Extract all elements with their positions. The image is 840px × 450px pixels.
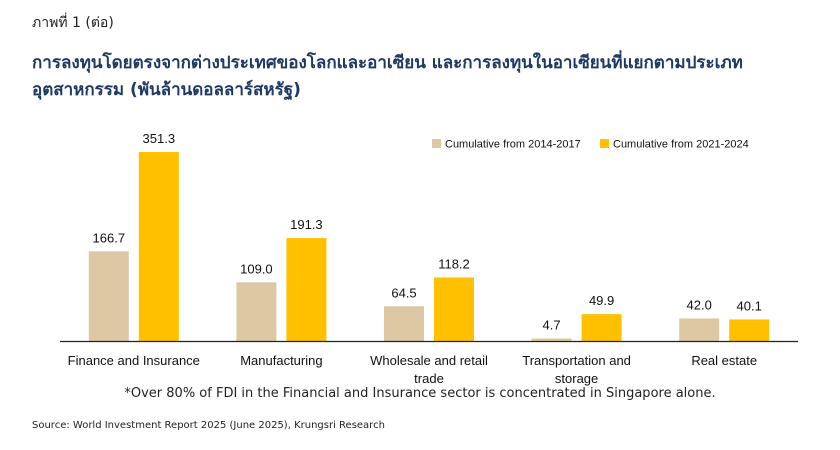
chart-title: การลงทุนโดยตรงจากต่างประเทศของโลกและอาเซ… (32, 50, 812, 104)
value-label-2-5: 40.1 (737, 298, 762, 313)
value-label-1-2: 109.0 (240, 261, 273, 276)
legend-swatch-2 (600, 139, 609, 148)
bar-1-5 (679, 318, 720, 341)
value-label-2-4: 49.9 (589, 293, 614, 308)
legend-swatch-1 (432, 139, 441, 148)
value-label-1-4: 4.7 (543, 317, 561, 332)
chart-title-line1: การลงทุนโดยตรงจากต่างประเทศของโลกและอาเซ… (32, 53, 743, 73)
value-label-1-5: 42.0 (687, 297, 712, 312)
value-label-2-3: 118.2 (438, 256, 470, 271)
chart-title-line2: อุตสาหกรรม (พันล้านดอลลาร์สหรัฐ) (32, 80, 301, 100)
chart-footnote: *Over 80% of FDI in the Financial and In… (124, 386, 716, 401)
bar-1-4 (531, 338, 572, 341)
source-note: Source: World Investment Report 2025 (Ju… (32, 420, 385, 431)
bar-2-4 (581, 314, 622, 341)
bar-1-3 (384, 306, 424, 341)
value-label-2-1: 351.3 (143, 131, 176, 146)
category-label-1: Finance and Insurance (68, 353, 200, 368)
value-label-2-2: 191.3 (290, 217, 323, 232)
category-label-4: Transportation and (522, 353, 631, 368)
category-label-3: Wholesale and retail (370, 353, 488, 368)
value-label-1-1: 166.7 (93, 230, 126, 245)
bar-1-1 (88, 251, 129, 341)
bar-2-5 (729, 319, 770, 341)
figure-label: ภาพที่ 1 (ต่อ) (32, 15, 114, 31)
legend-label-1: Cumulative from 2014-2017 (445, 139, 581, 151)
bar-2-3 (434, 277, 474, 341)
legend-label-2: Cumulative from 2021-2024 (613, 139, 749, 151)
bar-1-2 (236, 282, 277, 341)
value-label-1-3: 64.5 (391, 285, 416, 300)
bar-2-1 (138, 152, 179, 341)
category-label-4: storage (555, 371, 598, 386)
bar-2-2 (286, 238, 327, 341)
category-label-2: Manufacturing (240, 353, 322, 368)
bar-chart: 166.7 351.3 Finance and Insurance 109.0 191.… (60, 131, 798, 386)
category-label-5: Real estate (691, 353, 757, 368)
category-label-3: trade (414, 371, 444, 386)
